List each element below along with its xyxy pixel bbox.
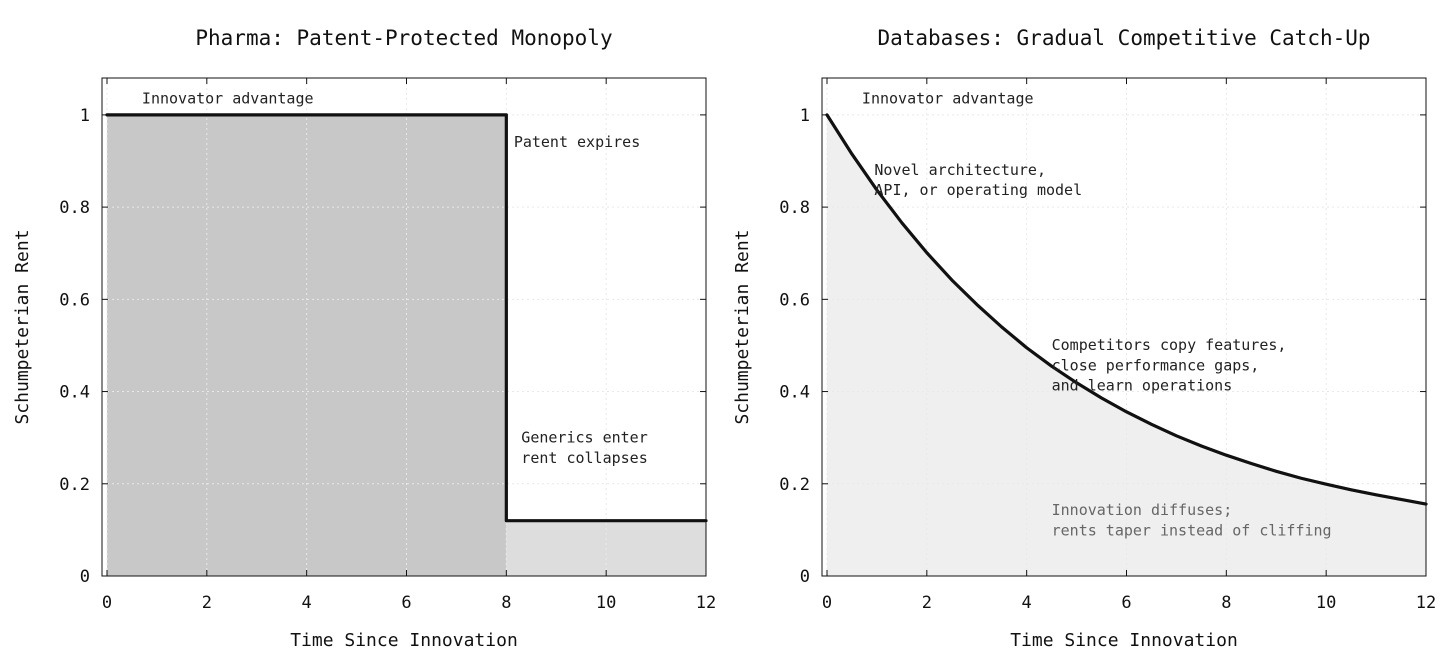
annotation-5: and learn operations: [1052, 377, 1233, 395]
y-tick-label: 0.8: [779, 198, 810, 218]
annotation-3: Competitors copy features,: [1052, 336, 1287, 354]
plot-frame: [821, 77, 1427, 577]
annotation-2: API, or operating model: [874, 181, 1082, 199]
series-line-0: [105, 113, 708, 523]
plot-frame: [101, 77, 707, 577]
y-axis-label: Schumpeterian Rent: [12, 229, 33, 424]
x-tick-label: 2: [922, 593, 932, 613]
databases-chart: Databases: Gradual Competitive Catch-Up 0…: [732, 26, 1436, 651]
x-tick-label: 0: [822, 593, 832, 613]
x-tick-label: 12: [696, 593, 716, 613]
annotation-2: Generics enter: [521, 428, 647, 446]
y-tick-label: 0.2: [779, 475, 810, 495]
x-tick-label: 0: [102, 593, 112, 613]
x-axis-label: Time Since Innovation: [290, 630, 518, 651]
annotation-6: Innovation diffuses;: [1052, 501, 1233, 519]
chart-title: Databases: Gradual Competitive Catch-Up: [877, 26, 1370, 50]
y-tick-label: 1: [80, 106, 90, 126]
x-tick-label: 12: [1416, 593, 1436, 613]
y-tick-label: 0.6: [59, 290, 90, 310]
annotation-7: rents taper instead of cliffing: [1052, 521, 1332, 539]
y-tick-label: 0.2: [59, 475, 90, 495]
x-tick-label: 4: [302, 593, 312, 613]
area-fill: [826, 114, 1426, 576]
chart-title: Pharma: Patent-Protected Monopoly: [195, 26, 612, 50]
y-tick-label: 0: [80, 567, 90, 587]
x-tick-label: 6: [401, 593, 411, 613]
y-tick-label: 0.4: [779, 383, 810, 403]
y-tick-label: 0: [800, 567, 810, 587]
y-tick-label: 1: [800, 106, 810, 126]
y-tick-label: 0.8: [59, 198, 90, 218]
series-line-0: [825, 113, 1428, 506]
x-tick-label: 8: [1221, 593, 1231, 613]
y-axis-label: Schumpeterian Rent: [732, 229, 753, 424]
annotation-0: Innovator advantage: [142, 89, 314, 107]
y-tick-label: 0.6: [779, 290, 810, 310]
x-tick-label: 6: [1121, 593, 1131, 613]
y-tick-label: 0.4: [59, 383, 90, 403]
x-tick-label: 8: [501, 593, 511, 613]
annotation-1: Patent expires: [514, 133, 640, 151]
x-tick-label: 2: [202, 593, 212, 613]
annotation-0: Innovator advantage: [862, 89, 1034, 107]
x-tick-label: 4: [1022, 593, 1032, 613]
x-tick-label: 10: [1316, 593, 1336, 613]
x-tick-label: 10: [596, 593, 616, 613]
annotation-1: Novel architecture,: [874, 161, 1046, 179]
annotation-3: rent collapses: [521, 449, 647, 467]
x-axis-label: Time Since Innovation: [1010, 630, 1238, 651]
annotation-4: close performance gaps,: [1052, 356, 1260, 374]
